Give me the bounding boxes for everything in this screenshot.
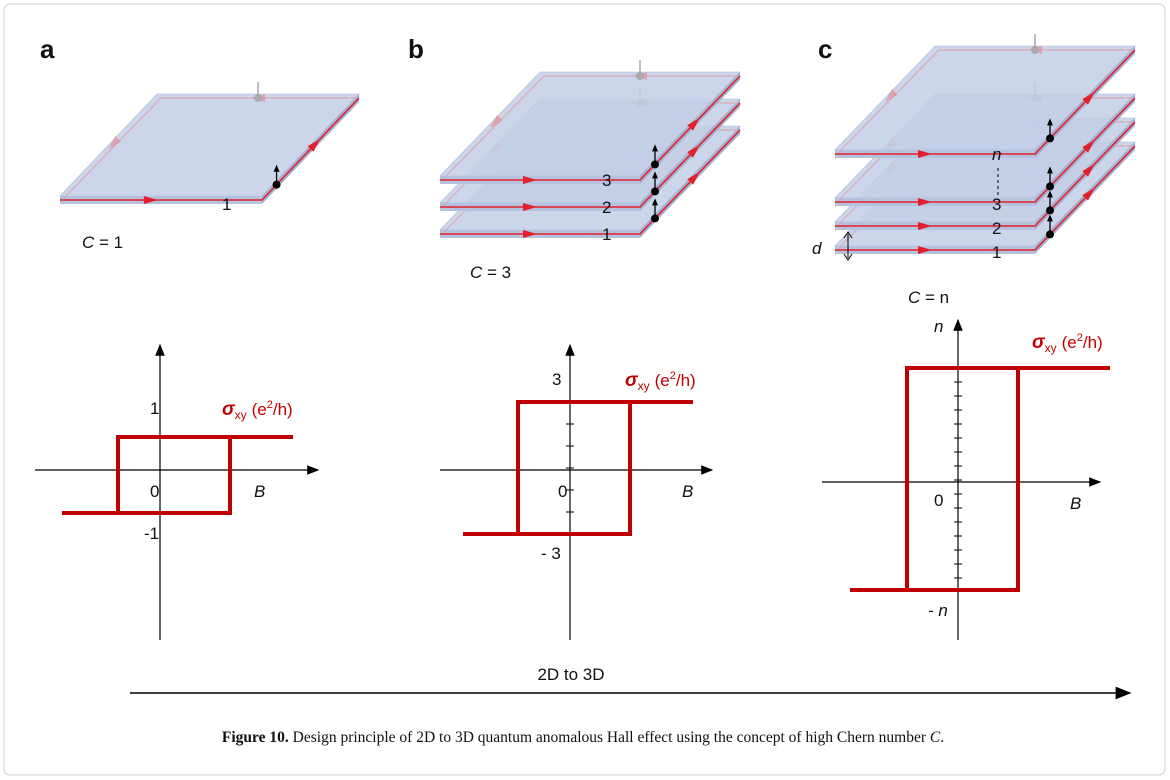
tick-label: - n xyxy=(928,601,948,620)
sigma-label: σxy(e2/h) xyxy=(1032,332,1103,355)
spin xyxy=(1046,206,1054,214)
chern-label: C = 3 xyxy=(470,263,511,282)
chern-label: C = n xyxy=(908,288,949,307)
spin xyxy=(1046,230,1054,238)
panel-label: a xyxy=(40,34,55,64)
spin xyxy=(636,72,644,80)
layer-label: 2 xyxy=(992,219,1001,238)
panel-label: c xyxy=(818,34,832,64)
axis-label: B xyxy=(1070,494,1081,513)
tick-label: 0 xyxy=(934,491,943,510)
tick-label: - 3 xyxy=(541,544,561,563)
sigma-sub: xy xyxy=(1045,341,1057,355)
tick-label: n xyxy=(934,317,943,336)
figure: a b c 1 3 2 1 n 3 2 1 d C = 1 C = 3 C = … xyxy=(0,0,1170,780)
spacing-label: d xyxy=(812,239,822,258)
arrow-label: 2D to 3D xyxy=(537,665,604,684)
caption: Figure 10. Design principle of 2D to 3D … xyxy=(222,729,944,746)
layer-label: 3 xyxy=(602,171,611,190)
unit: (e xyxy=(655,371,670,390)
tick-label: -1 xyxy=(144,524,159,543)
layer-label: 1 xyxy=(602,225,611,244)
tick-label: 3 xyxy=(552,370,561,389)
layer-label: 1 xyxy=(992,243,1001,262)
spin xyxy=(1046,134,1054,142)
sigma-label: σxy(e2/h) xyxy=(222,399,293,422)
layer-label: n xyxy=(992,145,1001,164)
spin xyxy=(1031,46,1039,54)
axis-label: B xyxy=(254,482,265,501)
tick-label: 0 xyxy=(150,482,159,501)
sigma-sub: xy xyxy=(235,408,247,422)
unit: /h) xyxy=(273,400,293,419)
chern-label: C = 1 xyxy=(82,233,123,252)
spin xyxy=(1046,182,1054,190)
axis-label: B xyxy=(682,482,693,501)
tick-label: 1 xyxy=(150,399,159,418)
sigma-label: σxy(e2/h) xyxy=(625,370,696,393)
unit: /h) xyxy=(676,371,696,390)
unit: (e xyxy=(252,400,267,419)
spin xyxy=(651,160,659,168)
panel-label: b xyxy=(408,34,424,64)
layer-label: 2 xyxy=(602,198,611,217)
layer-label: 3 xyxy=(992,195,1001,214)
unit: (e xyxy=(1062,333,1077,352)
spin xyxy=(273,181,281,189)
tick-label: 0 xyxy=(558,482,567,501)
layer-label: 1 xyxy=(222,195,231,214)
unit: /h) xyxy=(1083,333,1103,352)
sigma-sub: xy xyxy=(638,379,650,393)
spin xyxy=(651,187,659,195)
spin xyxy=(651,214,659,222)
spin xyxy=(254,94,262,102)
